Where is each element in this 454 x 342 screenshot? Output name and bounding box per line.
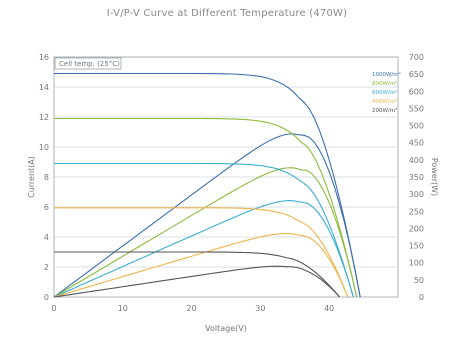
y-right-tick-450: 450 (409, 139, 424, 148)
x-tick-30: 30 (255, 304, 265, 313)
y-right-tick-650: 650 (409, 70, 424, 79)
x-tick-40: 40 (324, 304, 334, 313)
legend-entry-4: 200W/m² (372, 107, 397, 114)
y-left-tick-0: 0 (44, 293, 49, 302)
y-right-tick-50: 50 (414, 276, 424, 285)
y-right-tick-500: 500 (409, 122, 424, 131)
y-right-tick-400: 400 (409, 156, 424, 165)
y-right-axis-label: Power(W) (430, 158, 439, 196)
y-right-tick-250: 250 (409, 207, 424, 216)
y-right-tick-150: 150 (409, 242, 424, 251)
legend-entry-3: 400W/m² (372, 98, 397, 105)
legend-entry-2: 600W/m² (372, 89, 397, 96)
y-right-tick-0: 0 (419, 293, 424, 302)
y-left-tick-4: 4 (44, 233, 49, 242)
legend-entry-1: 800W/m² (372, 80, 397, 87)
y-left-tick-16: 16 (39, 53, 49, 62)
plot-frame (53, 56, 399, 298)
chart-title: I-V/P-V Curve at Different Temperature (… (106, 8, 348, 19)
y-left-tick-8: 8 (44, 173, 49, 182)
y-left-tick-6: 6 (44, 203, 49, 212)
pv-curve-2 (53, 200, 354, 298)
y-right-tick-700: 700 (409, 53, 424, 62)
y-right-tick-300: 300 (409, 190, 424, 199)
x-axis-label: Voltage(V) (205, 324, 247, 333)
iv-curve-1 (54, 117, 358, 298)
y-right-tick-100: 100 (409, 259, 424, 268)
y-left-tick-12: 12 (39, 113, 49, 122)
y-right-tick-600: 600 (409, 87, 424, 96)
iv-curve-0 (54, 72, 361, 298)
iv-curve-2 (54, 162, 354, 298)
y-right-tick-200: 200 (409, 224, 424, 233)
y-left-tick-2: 2 (44, 263, 49, 272)
y-right-tick-550: 550 (409, 104, 424, 113)
inner-label-box (54, 57, 122, 70)
x-tick-0: 0 (51, 304, 56, 313)
y-left-tick-14: 14 (39, 83, 49, 92)
pv-curve-3 (53, 232, 349, 298)
iv-curve-4 (54, 251, 340, 298)
iv-curve-3 (54, 207, 349, 298)
pv-curve-4 (53, 265, 340, 298)
y-left-tick-10: 10 (39, 143, 49, 152)
pv-curve-1 (53, 167, 358, 298)
legend-entry-0: 1000W/m² (372, 71, 401, 78)
inner-label: Cell temp. (25°C) (59, 60, 120, 68)
y-left-axis-label: Current(A) (27, 156, 36, 198)
pv-curve-0 (53, 133, 361, 298)
y-right-tick-350: 350 (409, 173, 424, 182)
x-tick-10: 10 (118, 304, 128, 313)
x-tick-20: 20 (187, 304, 197, 313)
